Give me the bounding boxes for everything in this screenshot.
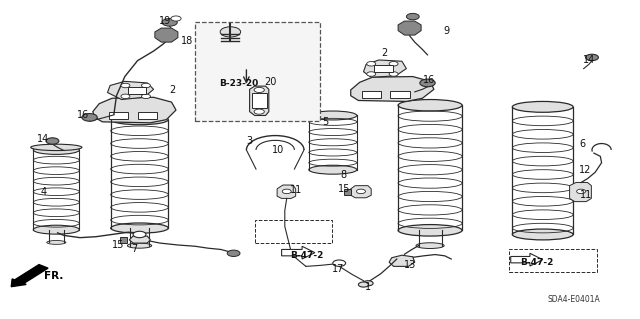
Text: 15: 15 xyxy=(337,184,350,194)
Polygon shape xyxy=(108,81,154,100)
Text: 10: 10 xyxy=(272,145,285,155)
Circle shape xyxy=(389,72,398,76)
Text: 14: 14 xyxy=(37,134,50,144)
Text: 6: 6 xyxy=(579,139,586,149)
Ellipse shape xyxy=(111,115,168,125)
Circle shape xyxy=(358,282,369,287)
Circle shape xyxy=(363,281,373,286)
Polygon shape xyxy=(277,185,296,198)
Bar xyxy=(128,87,146,94)
Text: 8: 8 xyxy=(340,170,347,181)
Text: 9: 9 xyxy=(444,26,450,36)
Circle shape xyxy=(254,109,264,114)
Ellipse shape xyxy=(33,145,79,154)
Polygon shape xyxy=(351,77,434,101)
Circle shape xyxy=(406,13,419,20)
Circle shape xyxy=(82,114,97,121)
Circle shape xyxy=(141,94,150,99)
Circle shape xyxy=(367,62,376,66)
Text: 5: 5 xyxy=(322,117,328,127)
Text: 20: 20 xyxy=(264,77,276,87)
Ellipse shape xyxy=(398,225,462,236)
Bar xyxy=(509,249,597,272)
Polygon shape xyxy=(389,255,415,266)
Ellipse shape xyxy=(31,144,82,151)
Text: 18: 18 xyxy=(180,36,193,47)
Polygon shape xyxy=(364,60,406,77)
Bar xyxy=(109,112,128,119)
Text: 11: 11 xyxy=(580,189,593,200)
Circle shape xyxy=(356,189,365,194)
Bar xyxy=(374,65,393,72)
Circle shape xyxy=(577,189,586,194)
Polygon shape xyxy=(129,236,150,243)
Circle shape xyxy=(162,19,177,26)
Polygon shape xyxy=(570,182,591,202)
Text: 13: 13 xyxy=(403,260,416,271)
Circle shape xyxy=(141,83,150,88)
Circle shape xyxy=(420,79,435,87)
Text: 11: 11 xyxy=(289,185,302,195)
Circle shape xyxy=(367,72,376,76)
Ellipse shape xyxy=(416,243,444,249)
Ellipse shape xyxy=(47,241,66,244)
Polygon shape xyxy=(93,97,176,123)
Text: B-47-2: B-47-2 xyxy=(520,258,553,267)
Text: 3: 3 xyxy=(246,136,253,146)
Text: 14: 14 xyxy=(582,55,595,65)
Polygon shape xyxy=(351,186,371,198)
Text: 19: 19 xyxy=(159,16,172,26)
Ellipse shape xyxy=(513,101,573,112)
Circle shape xyxy=(121,94,130,99)
Polygon shape xyxy=(282,246,315,259)
Bar xyxy=(138,112,157,119)
Text: B-23-20: B-23-20 xyxy=(219,79,258,88)
Circle shape xyxy=(227,250,240,256)
Bar xyxy=(344,189,351,195)
Bar xyxy=(120,237,127,243)
Text: 2: 2 xyxy=(170,85,176,95)
Circle shape xyxy=(282,189,291,194)
Bar xyxy=(390,91,410,98)
Text: 16: 16 xyxy=(422,75,435,85)
Text: FR.: FR. xyxy=(44,271,63,280)
Circle shape xyxy=(389,62,398,66)
Text: 16: 16 xyxy=(77,110,90,120)
Ellipse shape xyxy=(398,100,462,111)
Ellipse shape xyxy=(111,223,168,233)
Polygon shape xyxy=(511,253,543,266)
Text: 1: 1 xyxy=(365,282,371,292)
Text: B-47-2: B-47-2 xyxy=(291,251,324,260)
Circle shape xyxy=(171,16,181,21)
FancyArrow shape xyxy=(12,264,48,287)
Text: 4: 4 xyxy=(40,187,47,197)
Text: 2: 2 xyxy=(381,48,387,58)
Bar xyxy=(252,93,267,108)
Circle shape xyxy=(133,231,146,238)
Circle shape xyxy=(254,87,264,93)
Text: 17: 17 xyxy=(332,263,344,274)
Polygon shape xyxy=(155,28,178,42)
Text: 12: 12 xyxy=(579,165,592,175)
Circle shape xyxy=(586,54,598,61)
Bar xyxy=(362,91,381,98)
Bar xyxy=(195,22,320,121)
Polygon shape xyxy=(398,21,421,35)
Bar xyxy=(255,220,332,243)
Ellipse shape xyxy=(308,111,357,120)
Ellipse shape xyxy=(127,243,152,248)
Circle shape xyxy=(220,27,241,37)
Circle shape xyxy=(121,83,130,88)
Ellipse shape xyxy=(308,165,357,174)
Ellipse shape xyxy=(513,229,573,240)
Ellipse shape xyxy=(33,225,79,234)
Circle shape xyxy=(46,138,59,144)
Polygon shape xyxy=(250,86,269,115)
Text: 15: 15 xyxy=(112,240,125,250)
Text: SDA4-E0401A: SDA4-E0401A xyxy=(547,295,600,304)
Text: 7: 7 xyxy=(131,244,138,255)
Circle shape xyxy=(333,260,346,266)
